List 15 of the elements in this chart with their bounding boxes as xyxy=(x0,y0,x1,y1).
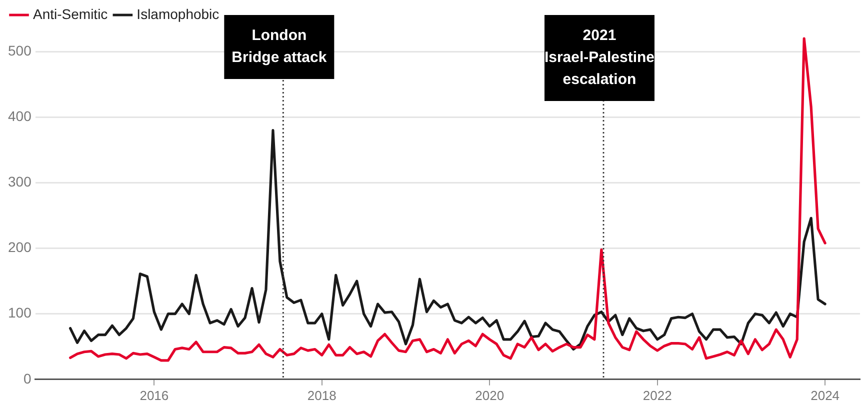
y-tick-label: 200 xyxy=(8,239,32,256)
y-tick-label: 100 xyxy=(8,304,32,321)
y-tick-label: 500 xyxy=(8,42,32,59)
x-tick-label: 2016 xyxy=(140,388,169,403)
x-tick-label: 2024 xyxy=(810,388,840,403)
x-tick-label: 2020 xyxy=(475,388,504,403)
ref-line-label: London Bridge attack xyxy=(232,27,328,66)
y-tick-label: 0 xyxy=(24,370,32,386)
ref-line-label: 2021 Israel-Palestine escalation xyxy=(544,27,655,88)
legend-label: Islamophobic xyxy=(136,6,220,22)
legend-label: Anti-Semitic xyxy=(33,6,108,22)
y-tick-label: 300 xyxy=(8,174,32,190)
y-tick-label: 400 xyxy=(8,108,32,124)
x-tick-label: 2022 xyxy=(642,388,672,403)
x-tick-label: 2018 xyxy=(307,388,336,403)
